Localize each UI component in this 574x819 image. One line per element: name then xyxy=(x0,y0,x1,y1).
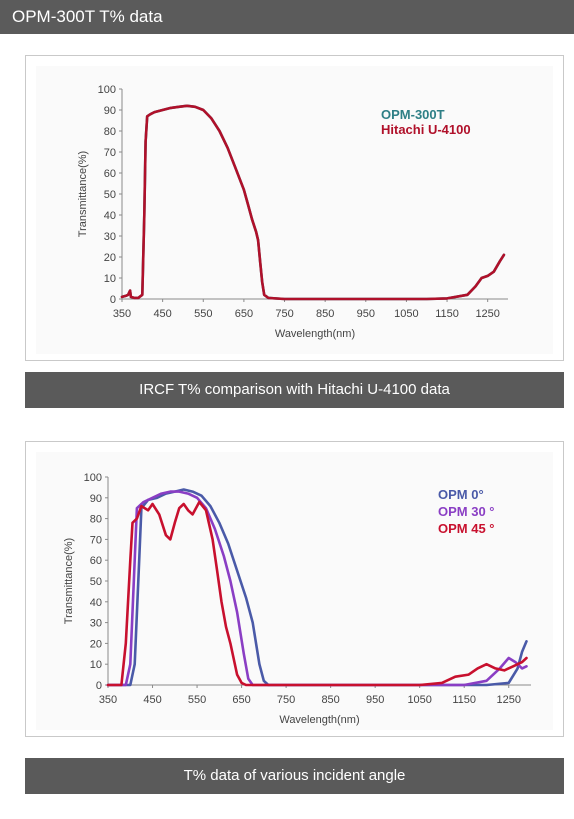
x-tick-label: 750 xyxy=(277,694,295,706)
y-tick-label: 50 xyxy=(104,189,116,201)
y-tick-label: 10 xyxy=(104,273,116,285)
y-tick-label: 30 xyxy=(104,231,116,243)
chart-ircf-comparison: 0 10 20 30 40 50 60 70 80 90 100 350 450 550 650 750 850… xyxy=(77,84,508,340)
x-tick-label: 350 xyxy=(99,694,117,706)
chart-panel-incident-angle: 0 10 20 30 40 50 60 70 80 90 100 350 450 550 650 750 850… xyxy=(25,441,564,737)
x-tick-label: 1250 xyxy=(475,308,499,320)
legend-entry: OPM 0° xyxy=(438,487,484,502)
x-tick-label: 1250 xyxy=(496,694,520,706)
y-tick-label: 40 xyxy=(90,597,102,609)
chart-panel-comparison: 0 10 20 30 40 50 60 70 80 90 100 350 450 550 650 750 850… xyxy=(25,55,564,361)
chart-incident-angle: 0 10 20 30 40 50 60 70 80 90 100 350 450 550 650 750 850… xyxy=(63,472,531,726)
y-tick-label: 90 xyxy=(104,105,116,117)
legend-entry: OPM 30 ° xyxy=(438,504,495,519)
series-line-2 xyxy=(120,104,506,301)
x-tick-label: 750 xyxy=(275,308,293,320)
y-tick-label: 0 xyxy=(110,294,116,306)
y-tick-label: 0 xyxy=(96,680,102,692)
x-tick-label: 1050 xyxy=(407,694,431,706)
x-axis-title: Wavelength(nm) xyxy=(275,328,355,340)
x-tick-label: 850 xyxy=(321,694,339,706)
series-line-3 xyxy=(106,500,528,687)
x-tick-label: 450 xyxy=(143,694,161,706)
y-tick-label: 80 xyxy=(90,514,102,526)
y-tick-label: 50 xyxy=(90,576,102,588)
y-tick-label: 70 xyxy=(104,147,116,159)
y-tick-label: 60 xyxy=(104,168,116,180)
x-tick-label: 950 xyxy=(366,694,384,706)
x-tick-label: 950 xyxy=(357,308,375,320)
y-tick-label: 80 xyxy=(104,126,116,138)
legend-entry: OPM-300T xyxy=(381,107,445,122)
caption-chart-incident-angle: T% data of various incident angle xyxy=(25,758,564,794)
y-tick-label: 40 xyxy=(104,210,116,222)
y-tick-label: 70 xyxy=(90,534,102,546)
x-tick-label: 850 xyxy=(316,308,334,320)
y-tick-label: 100 xyxy=(84,472,102,484)
x-tick-label: 550 xyxy=(194,308,212,320)
x-axis-title: Wavelength(nm) xyxy=(279,714,359,726)
legend-entry: Hitachi U-4100 xyxy=(381,122,471,137)
y-tick-label: 10 xyxy=(90,659,102,671)
x-tick-label: 1050 xyxy=(394,308,418,320)
y-tick-label: 90 xyxy=(90,493,102,505)
x-tick-label: 1150 xyxy=(435,308,459,320)
y-tick-label: 100 xyxy=(98,84,116,96)
x-tick-label: 650 xyxy=(232,694,250,706)
y-axis-title: Transmittance(%) xyxy=(77,151,89,237)
x-tick-label: 1150 xyxy=(452,694,476,706)
y-axis-title: Transmittance(%) xyxy=(63,538,75,624)
y-tick-label: 20 xyxy=(104,252,116,264)
y-tick-label: 20 xyxy=(90,638,102,650)
legend-entry: OPM 45 ° xyxy=(438,521,495,536)
x-tick-label: 650 xyxy=(235,308,253,320)
y-tick-label: 60 xyxy=(90,555,102,567)
page-title: OPM-300T T% data xyxy=(0,0,574,34)
x-tick-label: 450 xyxy=(153,308,171,320)
x-tick-label: 350 xyxy=(113,308,131,320)
x-tick-label: 550 xyxy=(188,694,206,706)
caption-chart-comparison: IRCF T% comparison with Hitachi U-4100 d… xyxy=(25,372,564,408)
series-line-2 xyxy=(106,490,528,687)
y-tick-label: 30 xyxy=(90,618,102,630)
